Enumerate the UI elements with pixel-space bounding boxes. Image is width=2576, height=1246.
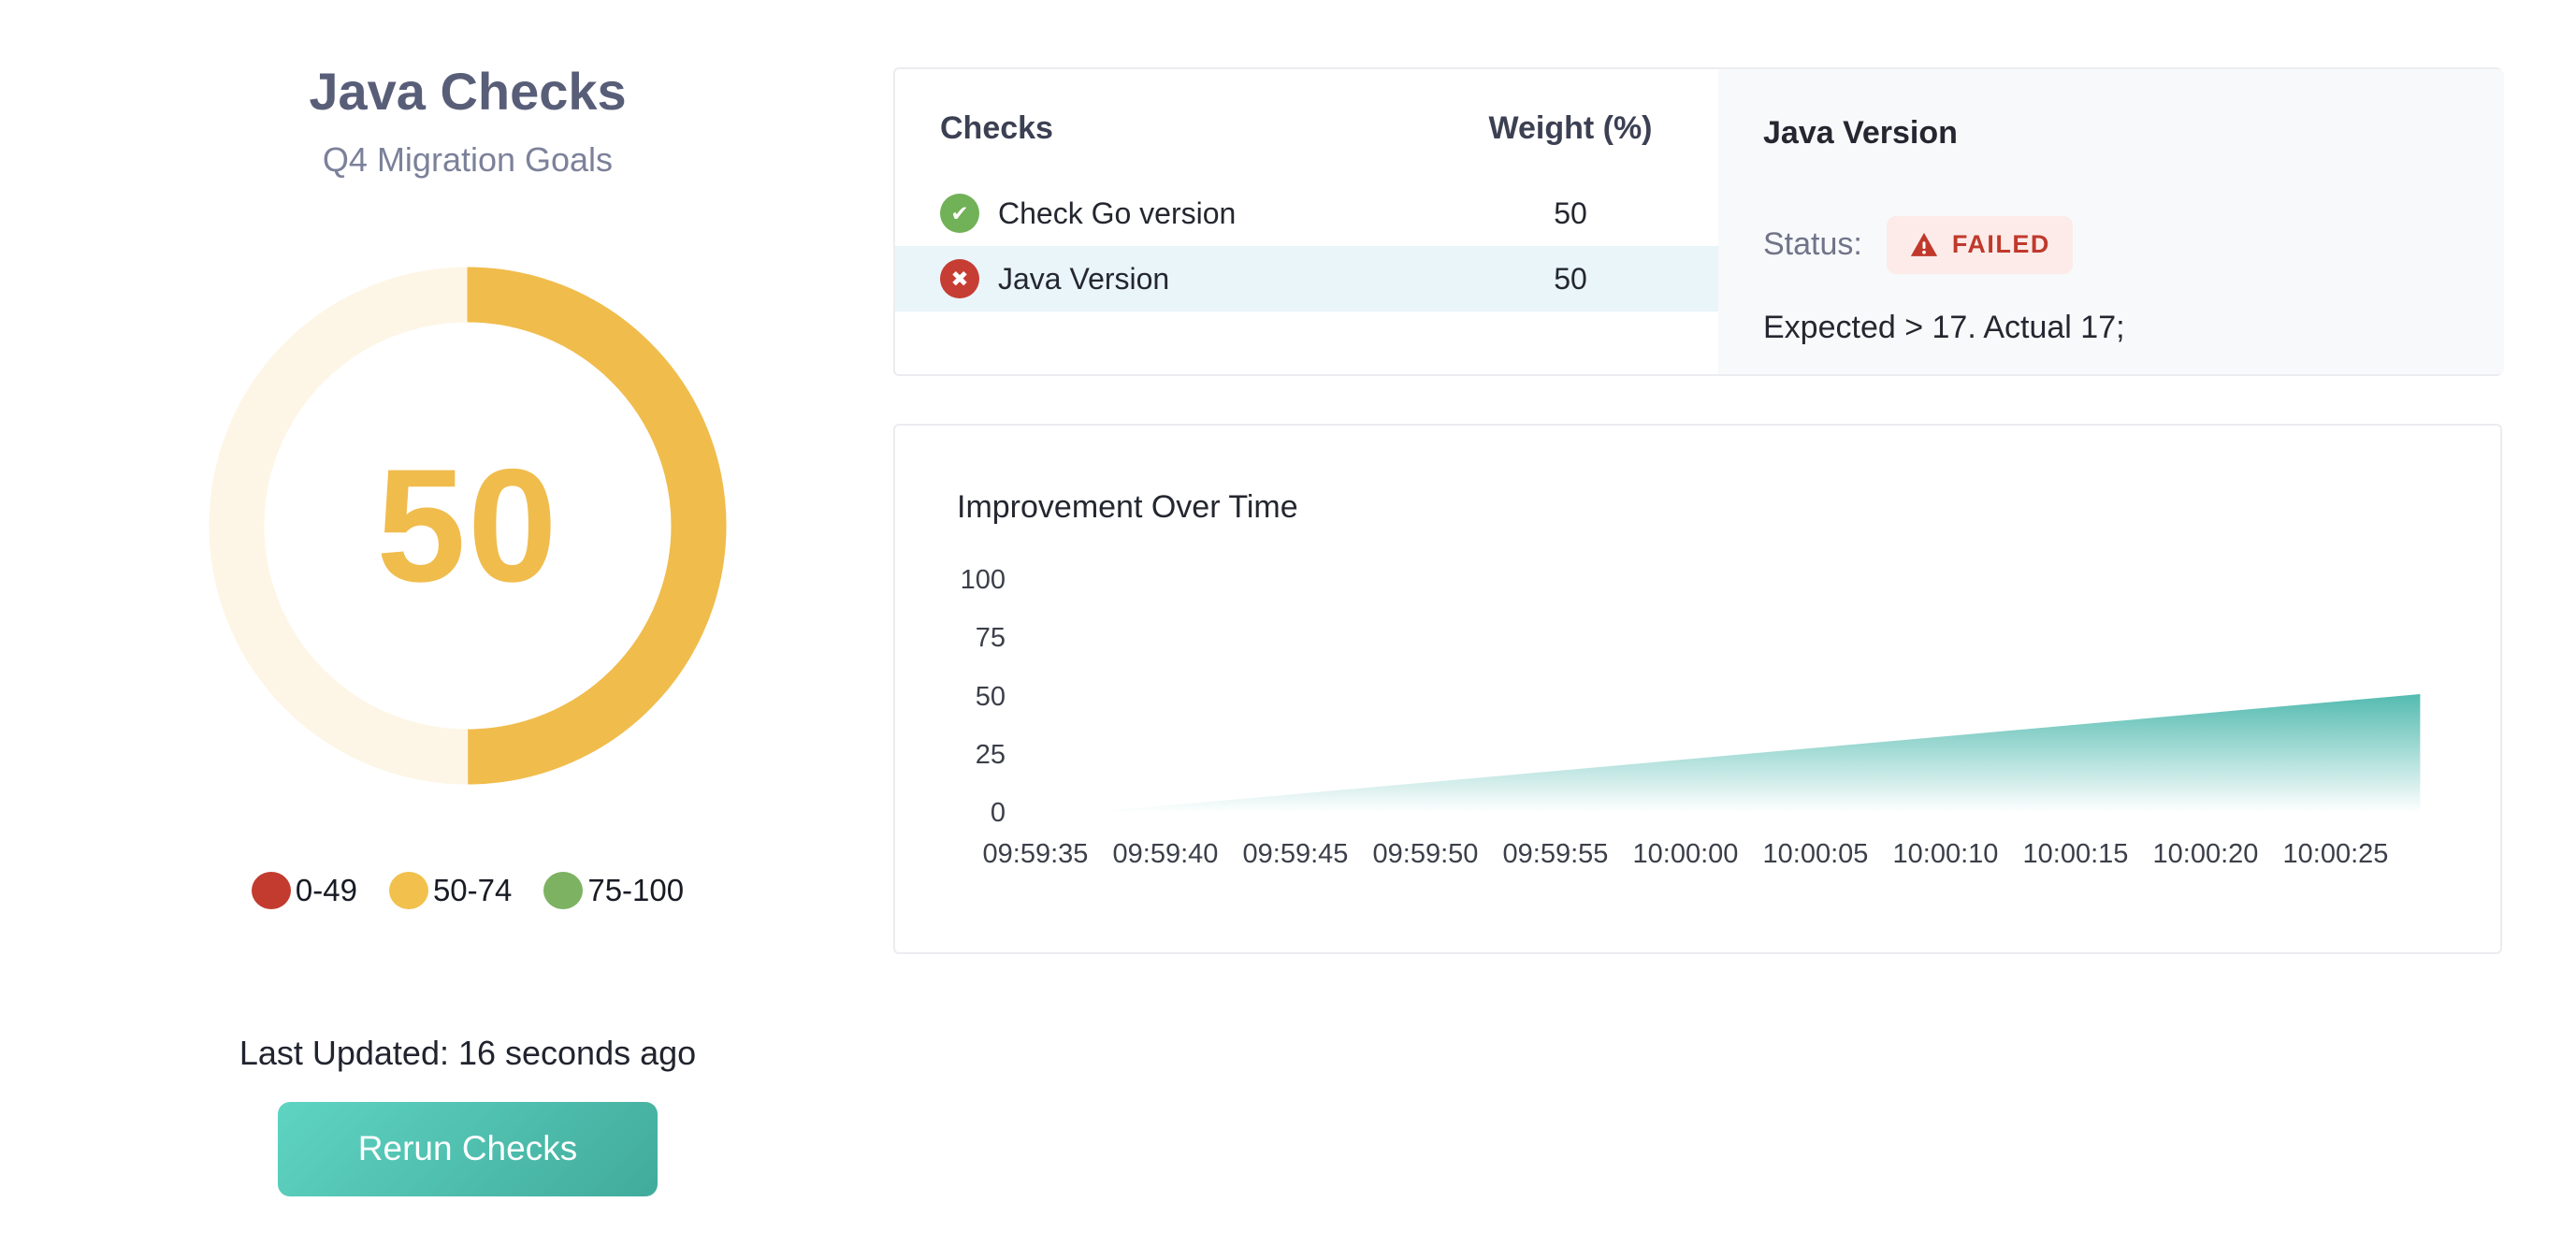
check-weight: 50	[1554, 196, 1587, 230]
detail-message: Expected > 17. Actual 17;	[1763, 309, 2125, 345]
x-axis-label: 09:59:35	[982, 839, 1089, 869]
legend-dot-icon	[251, 872, 291, 910]
chart-title: Improvement Over Time	[957, 489, 1298, 525]
check-passed-icon: ✔	[940, 194, 979, 233]
y-axis-label: 75	[975, 623, 1006, 654]
x-axis-label: 09:59:50	[1372, 839, 1479, 869]
area-series	[1083, 694, 2421, 813]
last-updated-text: Last Updated: 16 seconds ago	[239, 1034, 697, 1073]
table-row[interactable]: ✔ Check Go version 50	[895, 181, 1718, 246]
donut-chart-icon	[209, 267, 727, 785]
status-row: Status: FAILED	[1763, 215, 2459, 274]
checks-card: Checks Weight (%) ✔ Check Go version 50 ✖ Ja…	[893, 67, 2504, 376]
improvement-chart-card: Improvement Over Time 100 75 50 25 0 09:59:3…	[893, 424, 2502, 954]
x-axis-label: 09:59:55	[1502, 839, 1609, 869]
detail-title: Java Version	[1763, 115, 1958, 151]
check-name: Java Version	[998, 261, 1170, 296]
check-weight: 50	[1554, 261, 1587, 296]
legend-label: 75-100	[587, 873, 685, 908]
column-header-checks: Checks	[940, 110, 1053, 146]
legend-label: 50-74	[432, 873, 513, 908]
area-chart	[1083, 694, 2421, 813]
legend-item: 0-49	[251, 872, 357, 910]
page-subtitle: Q4 Migration Goals	[322, 140, 614, 180]
legend-label: 0-49	[295, 873, 357, 908]
x-axis-label: 10:00:00	[1632, 839, 1739, 869]
legend-dot-icon	[388, 872, 428, 910]
legend-item: 75-100	[543, 872, 685, 910]
check-name: Check Go version	[998, 196, 1237, 230]
check-detail-panel: Java Version Status: FAILED Expected > 1…	[1718, 69, 2504, 374]
x-axis-label: 09:59:40	[1112, 839, 1219, 869]
y-axis-label: 0	[990, 798, 1006, 828]
x-axis-label: 10:00:10	[1892, 839, 1999, 869]
legend-dot-icon	[543, 872, 584, 910]
x-axis-label: 10:00:25	[2282, 839, 2389, 869]
score-value: 50	[376, 436, 559, 616]
y-axis-label: 25	[975, 739, 1006, 770]
score-gauge: 50	[208, 266, 728, 786]
page-title: Java Checks	[309, 62, 627, 121]
status-badge: FAILED	[1886, 215, 2073, 274]
table-header: Checks Weight (%)	[895, 69, 1718, 147]
check-failed-icon: ✖	[940, 259, 979, 298]
gauge-value-arc	[209, 267, 727, 785]
rerun-checks-button[interactable]: Rerun Checks	[278, 1101, 658, 1196]
checks-table: Checks Weight (%) ✔ Check Go version 50 ✖ Ja…	[895, 69, 1718, 374]
column-header-weight: Weight (%)	[1488, 110, 1653, 146]
y-axis-label: 50	[975, 681, 1006, 712]
status-label: Status:	[1763, 226, 1862, 263]
status-badge-text: FAILED	[1951, 230, 2050, 259]
x-axis-label: 10:00:20	[2152, 839, 2259, 869]
warning-icon	[1910, 232, 1937, 256]
x-axis-label: 10:00:05	[1762, 839, 1869, 869]
summary-panel: Java Checks Q4 Migration Goals 50 0-49 50…	[65, 0, 870, 1196]
x-axis-label: 10:00:15	[2022, 839, 2129, 869]
y-axis-label: 100	[960, 565, 1006, 595]
table-row[interactable]: ✖ Java Version 50	[895, 246, 1718, 312]
legend-item: 50-74	[388, 872, 513, 910]
x-axis-label: 09:59:45	[1242, 839, 1349, 869]
score-legend: 0-49 50-74 75-100	[251, 872, 685, 910]
